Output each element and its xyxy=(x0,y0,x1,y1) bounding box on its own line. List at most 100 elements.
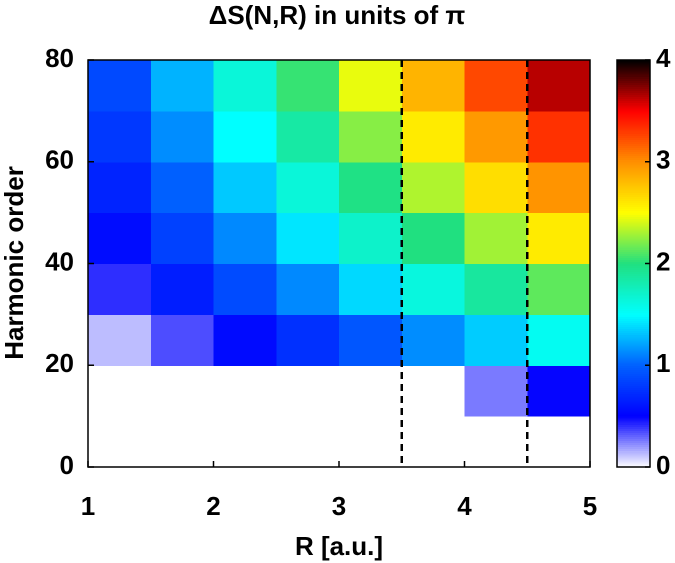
colorbar-segment xyxy=(617,155,650,159)
colorbar-segment xyxy=(617,314,650,317)
colorbar-segment xyxy=(617,62,650,65)
colorbar-segment xyxy=(617,383,650,387)
colorbar-segment xyxy=(617,235,650,238)
colorbar-segment xyxy=(617,357,650,360)
colorbar-segment xyxy=(617,133,650,136)
colorbar-segment xyxy=(617,405,650,409)
heat-cell xyxy=(339,110,403,163)
heat-cell xyxy=(464,314,528,366)
colorbar-segment xyxy=(617,102,650,106)
heat-cell xyxy=(276,110,340,163)
heat-cell xyxy=(401,263,465,315)
colorbar-segment xyxy=(617,438,650,442)
colorbar-segment xyxy=(617,373,650,376)
heat-cell xyxy=(464,416,528,468)
colorbar-segment xyxy=(617,86,650,89)
heat-cell xyxy=(150,365,214,417)
heat-cell xyxy=(527,365,591,417)
colorbar-segment xyxy=(617,194,650,197)
colorbar-segment xyxy=(617,123,650,126)
colorbar-segment xyxy=(617,424,650,427)
colorbar-segment xyxy=(617,434,650,437)
colorbar-segment xyxy=(617,420,650,423)
heat-cell xyxy=(150,263,214,315)
colorbar-segment xyxy=(617,112,650,116)
heat-cell xyxy=(213,416,277,468)
colorbar-segment xyxy=(617,318,650,321)
colorbar-segment xyxy=(617,253,650,256)
colorbar-segment xyxy=(617,279,650,283)
heat-cell xyxy=(339,365,403,417)
colorbar-segment xyxy=(617,224,650,228)
colorbar-segment xyxy=(617,182,650,185)
colorbar-segment xyxy=(617,353,650,356)
heat-cell xyxy=(276,314,340,366)
x-tick-label: 2 xyxy=(206,491,220,521)
heat-cell xyxy=(150,110,214,163)
y-tick-label: 20 xyxy=(45,348,74,378)
heat-cell xyxy=(88,365,152,417)
colorbar-segment xyxy=(617,222,650,226)
colorbar-segment xyxy=(617,147,650,151)
colorbar-segment xyxy=(617,151,650,155)
colorbar-segment xyxy=(617,202,650,205)
colorbar-segment xyxy=(617,281,650,285)
colorbar-segment xyxy=(617,192,650,195)
colorbar-segment xyxy=(617,70,650,73)
colorbar-segment xyxy=(617,348,650,352)
heat-cell xyxy=(401,161,465,214)
colorbar-segment xyxy=(617,418,650,421)
colorbar-segment xyxy=(617,106,650,110)
colorbar-segment xyxy=(617,125,650,128)
colorbar-segment xyxy=(617,416,650,419)
heat-cell xyxy=(88,161,152,214)
colorbar-segment xyxy=(617,190,650,193)
colorbar-segment xyxy=(617,326,650,330)
colorbar-segment xyxy=(617,285,650,289)
colorbar-segment xyxy=(617,255,650,258)
colorbar-segment xyxy=(617,381,650,385)
colorbar-segment xyxy=(617,241,650,244)
heat-cell xyxy=(213,161,277,214)
colorbar-segment xyxy=(617,218,650,222)
colorbar-segment xyxy=(617,342,650,346)
colorbar-segment xyxy=(617,186,650,189)
colorbar-segment xyxy=(617,452,650,456)
colorbar-segment xyxy=(617,275,650,279)
colorbar-segment xyxy=(617,92,650,96)
colorbar-segment xyxy=(617,198,650,201)
colorbar-segment xyxy=(617,108,650,112)
x-tick-label: 5 xyxy=(583,491,597,521)
colorbar-segment xyxy=(617,129,650,132)
colorbar-segment xyxy=(617,397,650,401)
heat-cell xyxy=(464,263,528,315)
heat-cell xyxy=(88,263,152,315)
x-axis-label: R [a.u.] xyxy=(295,531,383,561)
colorbar-segment xyxy=(617,334,650,338)
colorbar-segment xyxy=(617,298,650,301)
heat-cell xyxy=(401,212,465,264)
colorbar-segment xyxy=(617,243,650,246)
colorbar-segment xyxy=(617,269,650,273)
colorbar-segment xyxy=(617,259,650,262)
colorbar-segment xyxy=(617,72,650,75)
colorbar-segment xyxy=(617,302,650,305)
colorbar-segment xyxy=(617,82,650,85)
colorbar-segment xyxy=(617,237,650,240)
x-tick-label: 4 xyxy=(457,491,472,521)
colorbar-segment xyxy=(617,206,650,210)
colorbar-segment xyxy=(617,263,650,267)
colorbar-segment xyxy=(617,464,650,468)
colorbar-segment xyxy=(617,131,650,134)
colorbar-segment xyxy=(617,414,650,417)
colorbar-segment xyxy=(617,412,650,415)
colorbar-segment xyxy=(617,261,650,264)
colorbar-segment xyxy=(617,88,650,92)
colorbar-tick-label: 3 xyxy=(656,145,670,175)
colorbar-segment xyxy=(617,401,650,405)
colorbar-segment xyxy=(617,110,650,114)
heat-cell xyxy=(339,263,403,315)
colorbar-segment xyxy=(617,114,650,118)
heat-cell xyxy=(276,263,340,315)
heat-cell xyxy=(464,212,528,264)
